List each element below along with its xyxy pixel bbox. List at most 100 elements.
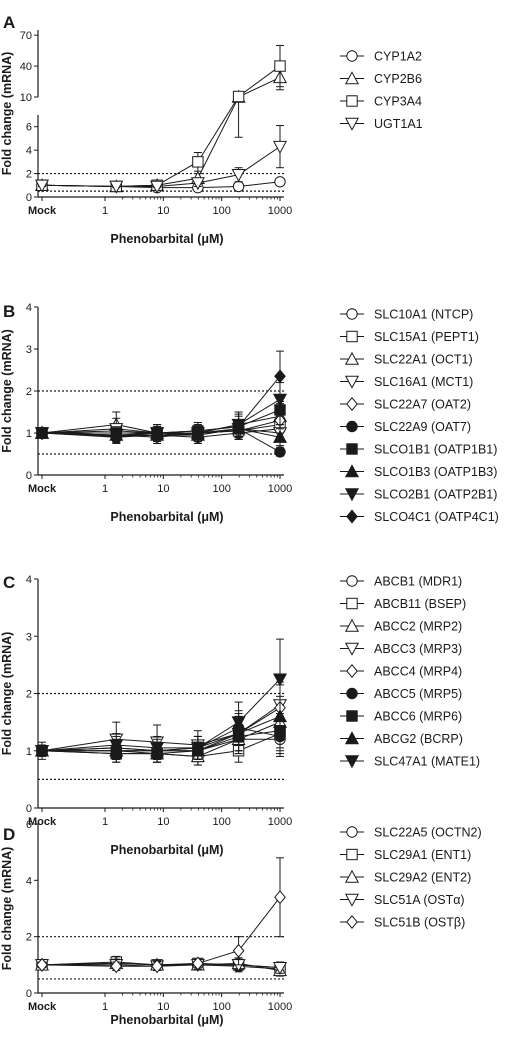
- data-point: [110, 959, 123, 974]
- x-tick-label: 1000: [268, 205, 292, 217]
- x-tick-label: 1: [102, 816, 108, 828]
- legend-label: CYP3A4: [374, 95, 422, 109]
- series-line: [41, 428, 281, 453]
- data-point: [109, 180, 124, 194]
- x-tick-label: 10: [157, 816, 169, 828]
- legend-label: SLC22A9 (OAT7): [374, 420, 471, 434]
- legend-label: SLCO2B1 (OATP2B1): [374, 488, 497, 502]
- series-line: [41, 398, 281, 436]
- legend-label: SLC15A1 (PEPT1): [374, 330, 479, 344]
- legend-item: SLC51B (OSTβ): [340, 915, 465, 930]
- legend-label: SLC29A2 (ENT2): [374, 871, 471, 885]
- series-2: [36, 44, 286, 193]
- x-tick-label: 100: [212, 483, 230, 495]
- legend-marker: [346, 826, 358, 838]
- data-point: [151, 426, 163, 440]
- legend-item: SLC29A1 (ENT1): [340, 848, 471, 862]
- series-8: [34, 638, 288, 760]
- x-axis-label: Phenobarbital (μM): [110, 510, 223, 524]
- panel-letter: B: [3, 302, 15, 321]
- legend-label: CYP2B6: [374, 72, 422, 86]
- legend-item: ABCC5 (MRP5): [340, 687, 462, 701]
- legend-item: UGT1A1: [340, 117, 423, 131]
- series-line: [41, 375, 281, 437]
- data-point: [232, 419, 245, 434]
- legend-item: SLC22A7 (OAT2): [340, 397, 471, 412]
- data-point: [151, 959, 163, 974]
- data-point: [190, 742, 205, 756]
- legend-item: ABCG2 (BCRP): [340, 731, 463, 746]
- legend-label: SLC47A1 (MATE1): [374, 755, 480, 769]
- y-tick-label: 0: [26, 192, 32, 204]
- data-point: [272, 429, 288, 443]
- panel-c: C Fold change (mRNA) 0 1 2 3 4 Mock 1 10 100 1000 Ph…: [0, 573, 480, 857]
- legend-marker: [346, 443, 358, 455]
- legend-item: SLC22A9 (OAT7): [340, 420, 471, 434]
- data-point: [192, 156, 204, 168]
- data-point: [34, 745, 50, 758]
- legend-item: SLCO1B1 (OATP1B1): [340, 443, 497, 457]
- series-line: [41, 678, 281, 752]
- x-tick-label: Mock: [28, 1001, 57, 1013]
- legend-marker: [346, 687, 358, 700]
- legend-marker: [344, 618, 360, 632]
- legend-label: SLC10A1 (NTCP): [374, 308, 473, 322]
- data-point: [192, 956, 204, 971]
- y-tick-label: 6: [26, 819, 32, 831]
- series-3: [34, 125, 288, 194]
- legend-label: SLC22A5 (OCTN2): [374, 826, 482, 840]
- x-tick-label: Mock: [28, 483, 57, 495]
- data-point: [272, 140, 288, 154]
- y-tick-label: 6: [26, 122, 32, 134]
- legend-item: CYP2B6: [340, 71, 422, 86]
- legend-item: SLC10A1 (NTCP): [340, 308, 473, 322]
- legend-item: ABCC2 (MRP2): [340, 618, 462, 634]
- legend-item: SLCO4C1 (OATP4C1): [340, 509, 499, 524]
- legend-label: SLC22A1 (OCT1): [374, 353, 473, 367]
- legend-label: SLCO1B3 (OATP1B3): [374, 465, 497, 479]
- data-point: [232, 943, 245, 958]
- y-tick-label: 70: [20, 30, 32, 42]
- y-tick-label: 3: [26, 631, 32, 643]
- legend-marker: [346, 330, 358, 343]
- legend-marker: [344, 71, 360, 85]
- legend-marker: [344, 375, 360, 389]
- x-axis-label: Phenobarbital (μM): [110, 1013, 223, 1027]
- legend-marker: [346, 397, 358, 411]
- legend-marker: [346, 915, 358, 929]
- legend-item: ABCC4 (MRP4): [340, 664, 462, 679]
- series-line: [41, 727, 281, 752]
- legend-marker: [344, 464, 360, 478]
- data-point: [34, 179, 50, 193]
- data-point: [274, 60, 286, 72]
- data-point: [274, 176, 286, 188]
- legend-item: SLC22A5 (OCTN2): [340, 826, 482, 840]
- legend-marker: [344, 488, 360, 502]
- legend-item: ABCB1 (MDR1): [340, 575, 462, 589]
- legend-item: SLC51A (OSTα): [340, 893, 465, 907]
- x-tick-label: 100: [212, 1001, 230, 1013]
- panel-a: A Fold change (mRNA) 0 2 4 6 10 40 70 Mock 1 10 100 1…: [0, 13, 423, 246]
- legend-item: SLC15A1 (PEPT1): [340, 330, 479, 344]
- legend-label: SLCO4C1 (OATP4C1): [374, 510, 499, 524]
- y-tick-label: 0: [26, 988, 32, 1000]
- y-tick-label: 1: [26, 428, 32, 440]
- legend-label: SLC16A1 (MCT1): [374, 375, 473, 389]
- legend-marker: [346, 848, 358, 861]
- legend-marker: [346, 420, 358, 433]
- data-point: [272, 673, 288, 687]
- legend-marker: [346, 664, 358, 678]
- legend-label: SLC29A1 (ENT1): [374, 848, 471, 862]
- panel-letter: D: [3, 825, 15, 844]
- series-line: [42, 715, 281, 752]
- series-line: [41, 730, 281, 755]
- legend-marker: [344, 731, 360, 745]
- legend-label: ABCC4 (MRP4): [374, 665, 462, 679]
- data-point: [190, 177, 205, 191]
- x-tick-label: 1: [102, 205, 108, 217]
- legend-item: SLCO1B3 (OATP1B3): [340, 464, 497, 479]
- y-axis-label: Fold change (mRNA): [0, 847, 14, 971]
- legend-item: CYP3A4: [340, 95, 422, 109]
